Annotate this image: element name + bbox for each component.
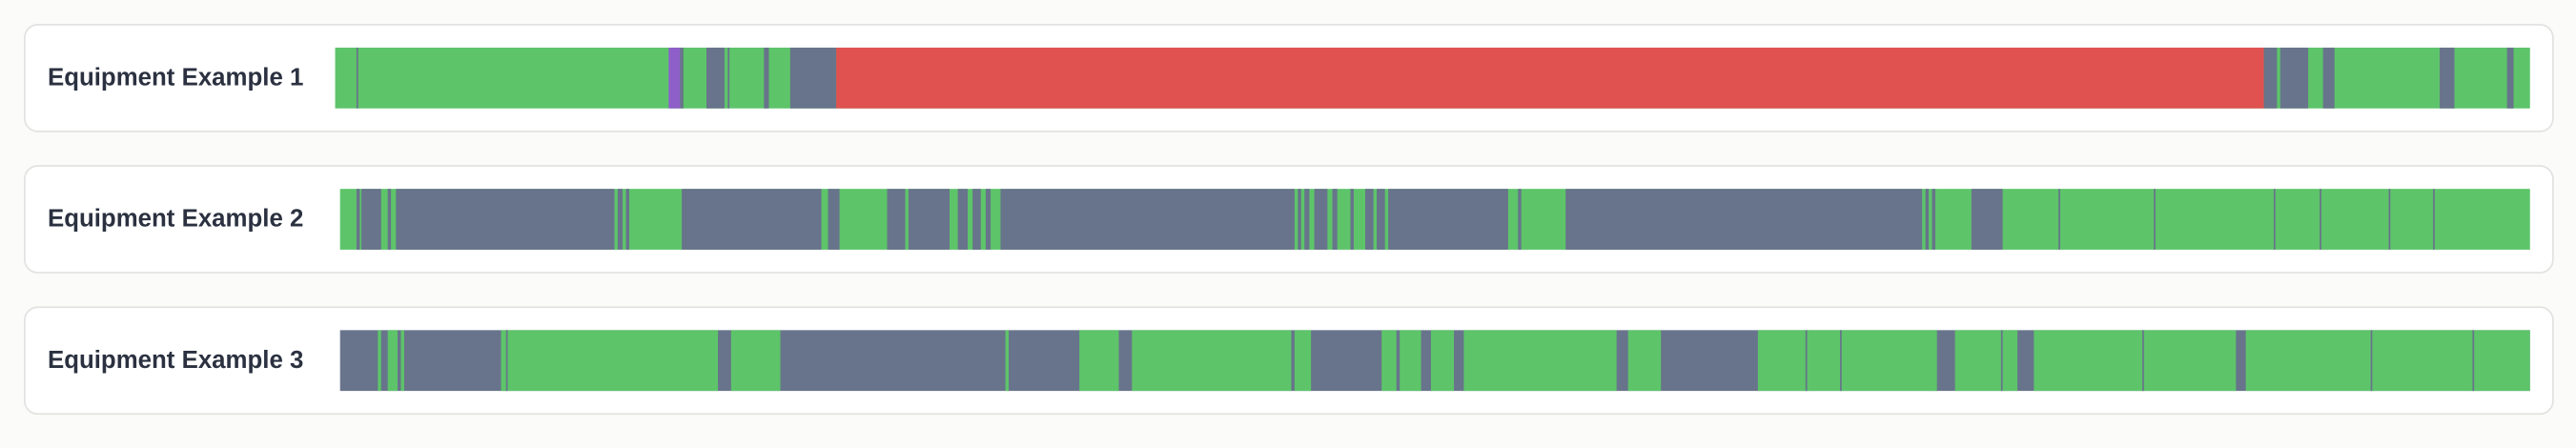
state-segment [1627,330,1662,392]
state-segment [617,189,624,250]
row-label: Equipment Example 3 [48,347,303,374]
state-segment [2320,189,2321,250]
state-segment [2439,47,2455,109]
state-segment [1298,189,1301,250]
state-segment [1132,330,1292,392]
state-segment [1805,330,1808,392]
state-segment [1463,330,1617,392]
state-segment [1757,330,1937,392]
state-segment [356,189,360,250]
state-segment [625,189,629,250]
state-segment [2472,330,2475,392]
state-segment [1932,189,1935,250]
state-segment [1294,330,1312,392]
state-segment [1971,189,2003,250]
state-segment [400,330,404,392]
state-segment [1005,330,1010,392]
state-segment [1381,330,1397,392]
equipment-row: Equipment Example 3 [23,306,2554,416]
state-segment [505,330,508,392]
state-segment [828,189,840,250]
state-segment [501,330,719,392]
state-segment [1430,330,1455,392]
state-segment [2034,330,2237,392]
state-segment [2370,330,2373,392]
state-segment [2058,189,2060,250]
state-segment [1000,189,1295,250]
state-segment [2263,47,2278,109]
state-segment [908,189,951,250]
state-segment [1350,189,1354,250]
state-segment [764,47,769,109]
state-segment [1518,189,1522,250]
state-segment [668,47,681,109]
state-bar [339,189,2530,250]
state-segment [2142,330,2144,392]
state-segment [361,189,381,250]
row-label: Equipment Example 2 [48,206,303,233]
state-segment [727,47,730,109]
state-segment [1388,189,1508,250]
state-segment [2000,330,2003,392]
state-segment [789,47,837,109]
state-segment [705,47,725,109]
state-segment [1314,189,1328,250]
state-segment [887,189,906,250]
state-segment [972,189,981,250]
equipment-row: Equipment Example 2 [23,165,2554,274]
state-segment [2506,47,2514,109]
state-segment [2245,330,2530,392]
state-segment [378,330,381,392]
state-segment [836,47,2264,109]
state-segment [1925,189,1930,250]
state-segment [2433,189,2435,250]
state-segment [730,330,781,392]
state-segment [396,189,615,250]
state-segment [387,189,392,250]
state-segment [2280,47,2309,109]
row-label: Equipment Example 1 [48,65,303,92]
state-segment [1377,189,1385,250]
state-segment [1079,330,1119,392]
state-segment [1364,189,1374,250]
state-segment [2154,189,2156,250]
state-segment [957,189,968,250]
state-segment [985,189,992,250]
state-segment [1400,330,1421,392]
state-segment [1565,189,1923,250]
state-segment [682,189,822,250]
state-segment [2273,189,2276,250]
state-segment [356,47,358,109]
state-segment [2388,189,2391,250]
state-segment [1304,189,1310,250]
equipment-row: Equipment Example 1 [23,23,2554,132]
state-bar [335,47,2530,109]
state-segment [387,330,399,392]
state-segment [1840,330,1842,392]
state-bar [339,330,2530,392]
state-segment [1954,330,2018,392]
state-segment [2322,47,2335,109]
state-segment [680,47,684,109]
state-segment [1332,189,1338,250]
